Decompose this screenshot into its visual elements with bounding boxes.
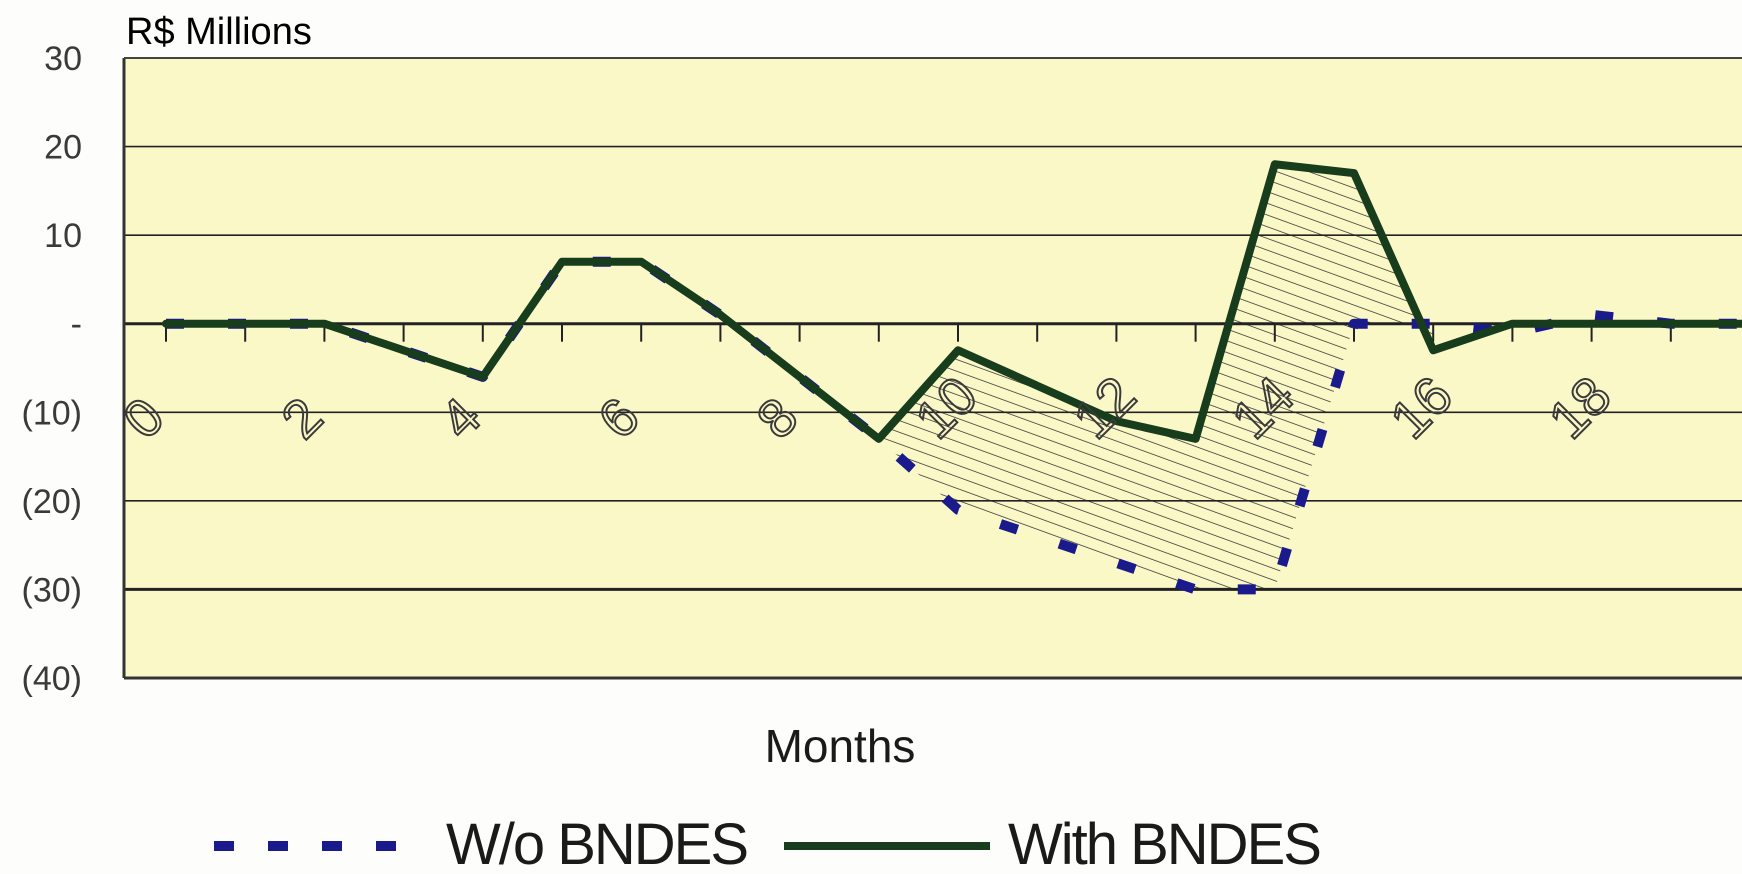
y-tick-label-0: 30	[44, 40, 82, 78]
y-tick-label-3: -	[71, 306, 82, 344]
hatch-fill	[878, 164, 1434, 590]
x-axis-title: Months	[765, 720, 916, 772]
y-tick-label-1: 20	[44, 129, 82, 167]
series-lines	[162, 160, 1742, 595]
y-tick-label-7: (40)	[22, 660, 82, 698]
y-tick-label-5: (20)	[22, 483, 82, 521]
legend-label-wo-bndes: W/o BNDES	[446, 812, 747, 874]
plot-area	[124, 58, 1742, 678]
y-tick-label-2: 10	[44, 217, 82, 255]
difference-hatch-area	[878, 164, 1434, 590]
y-tick-label-4: (10)	[22, 394, 82, 432]
y-axis-unit-label: R$ Millions	[126, 11, 312, 53]
legend-label-with-bndes: With BNDES	[1008, 812, 1320, 874]
y-tick-label-6: (30)	[22, 571, 82, 609]
y-axis-tick-labels: 30 20 10 - (10) (20) (30) (40)	[22, 40, 82, 698]
legend: W/o BNDES With BNDES	[214, 812, 1322, 874]
